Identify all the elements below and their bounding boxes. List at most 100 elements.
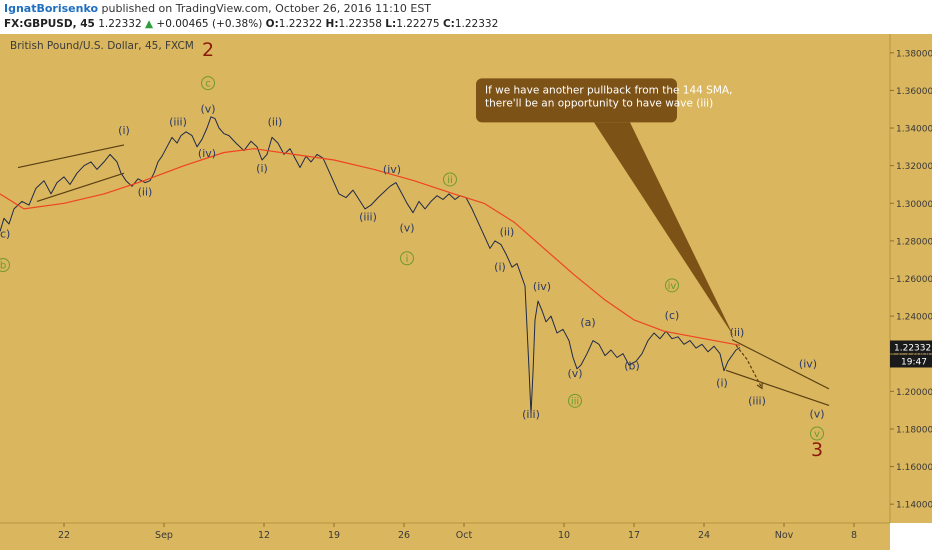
wave-circle <box>665 278 679 293</box>
y-tick-label: 1.18000 <box>896 425 932 435</box>
low-label: L: <box>385 18 397 30</box>
wave-label: c <box>205 79 211 90</box>
y-tick-label: 1.38000 <box>896 49 932 59</box>
wave-label: (iii) <box>522 408 540 421</box>
wave-label: (v) <box>809 407 824 420</box>
wave-label: (ii) <box>268 115 283 128</box>
wave-label: (ii) <box>730 326 745 339</box>
time-axis[interactable] <box>0 523 890 550</box>
price-axis[interactable] <box>890 34 932 523</box>
y-tick-label: 1.20000 <box>896 388 932 398</box>
y-tick-label: 1.30000 <box>896 200 932 210</box>
wave-circle <box>810 426 824 441</box>
wave-circle <box>0 258 10 273</box>
series-lines <box>0 116 741 415</box>
last-price-tag-group: 1.22332 19:47 <box>890 340 932 368</box>
x-tick-label: 10 <box>558 530 570 541</box>
y-tick-label: 1.24000 <box>896 313 932 323</box>
wave-label: (iv) <box>198 147 216 160</box>
x-tick-label: Nov <box>775 530 794 541</box>
publisher-line: IgnatBorisenko published on TradingView.… <box>4 2 431 15</box>
wave-label: v <box>814 429 820 440</box>
y-tick-labels: 1.38000 1.36000 1.34000 1.32000 1.30000 1.280… <box>890 49 932 511</box>
open-label: O: <box>265 18 279 30</box>
trendline <box>36 172 125 202</box>
price-line <box>0 116 741 415</box>
x-tick-label: 8 <box>851 530 857 541</box>
wave-label: iii <box>571 396 579 407</box>
y-tick-label: 1.16000 <box>896 463 932 473</box>
y-tick-label: 1.32000 <box>896 162 932 172</box>
trendline <box>725 369 830 407</box>
x-tick-label: 26 <box>398 530 410 541</box>
wave-circle <box>443 172 457 187</box>
high-label: H: <box>325 18 339 30</box>
wave-label: (ii) <box>138 186 153 199</box>
x-tick-label: 12 <box>258 530 270 541</box>
wave-label: 3 <box>811 439 823 461</box>
wave-label: (iv) <box>383 163 401 176</box>
callout-group: If we have another pullback from the 144… <box>476 78 734 337</box>
wave-label: (i) <box>256 162 268 175</box>
wave-label: (iii) <box>169 115 187 128</box>
x-tick-label: 24 <box>698 530 710 541</box>
wave-label: iv <box>668 281 677 292</box>
low-value: 1.22275 <box>396 18 440 30</box>
wave-circle <box>201 76 215 91</box>
wave-label: (iv) <box>799 358 817 371</box>
last-price-tag-value: 1.22332 <box>894 343 931 353</box>
wave-label: (v) <box>200 103 215 116</box>
wave-label: (i) <box>716 377 728 390</box>
callout-text: If we have another pullback from the 144… <box>485 84 732 96</box>
x-tick-label: 17 <box>628 530 640 541</box>
wave-label: ii <box>447 175 453 186</box>
y-tick-label: 1.28000 <box>896 237 932 247</box>
wave-label: (c) <box>0 228 10 241</box>
trendline <box>731 339 830 390</box>
change-up-icon: ▲ <box>144 18 154 30</box>
chart-title: British Pound/U.S. Dollar, 45, FXCM <box>10 40 194 52</box>
wave-labels: (c) b (i) (ii) 2 c (v) (iii) (iv) (ii) (i) (iv) ii (i… <box>0 39 825 461</box>
author-link[interactable]: IgnatBorisenko <box>4 2 99 15</box>
price-chart[interactable]: British Pound/U.S. Dollar, 45, FXCM 1.38… <box>0 34 932 550</box>
sma-line <box>0 148 741 346</box>
y-tick-label: 1.36000 <box>896 87 932 97</box>
wave-label: (v) <box>399 221 414 234</box>
countdown-tag <box>890 354 932 368</box>
chart-header: IgnatBorisenko published on TradingView.… <box>0 0 932 34</box>
wave-label: (iv) <box>533 280 551 293</box>
wave-label: (i) <box>118 124 130 137</box>
wave-circle <box>400 251 414 266</box>
callout-box[interactable] <box>476 78 677 123</box>
callout-pointer <box>594 122 734 337</box>
y-tick-label: 1.34000 <box>896 125 932 135</box>
countdown-value: 19:47 <box>901 357 927 367</box>
wave-label: 2 <box>202 39 214 61</box>
ohlc-line: FX:GBPUSD, 45 1.22332 ▲ +0.00465 (+0.38%… <box>4 18 498 30</box>
last-price-tag <box>890 340 932 354</box>
callout-text: there'll be an opportunity to have wave … <box>485 97 713 109</box>
y-tick-label: 1.26000 <box>896 275 932 285</box>
open-value: 1.22322 <box>278 18 323 30</box>
wave-label: (iii) <box>359 211 377 224</box>
trendlines <box>17 144 830 407</box>
projection-arrowhead <box>756 382 763 390</box>
x-tick-label: 19 <box>328 530 340 541</box>
x-tick-label: Sep <box>155 530 173 541</box>
price-change: +0.00465 (+0.38%) <box>156 18 263 30</box>
last-price: 1.22332 <box>98 18 142 30</box>
close-value: 1.22332 <box>454 18 499 30</box>
wave-label: b <box>0 261 6 272</box>
plot-area[interactable] <box>0 34 890 523</box>
y-tick-label: 1.14000 <box>896 501 932 511</box>
trendline <box>17 144 125 169</box>
wave-label: (v) <box>567 367 582 380</box>
projection-path <box>735 344 763 389</box>
wave-label: (c) <box>665 309 680 322</box>
wave-label: (iii) <box>748 395 766 408</box>
wave-label: (a) <box>580 316 595 329</box>
symbol-label[interactable]: FX:GBPUSD, 45 <box>4 18 95 30</box>
x-tick-label: Oct <box>456 530 473 541</box>
x-tick-labels: 22 Sep 12 19 26 Oct 10 17 24 Nov 8 <box>58 523 857 541</box>
